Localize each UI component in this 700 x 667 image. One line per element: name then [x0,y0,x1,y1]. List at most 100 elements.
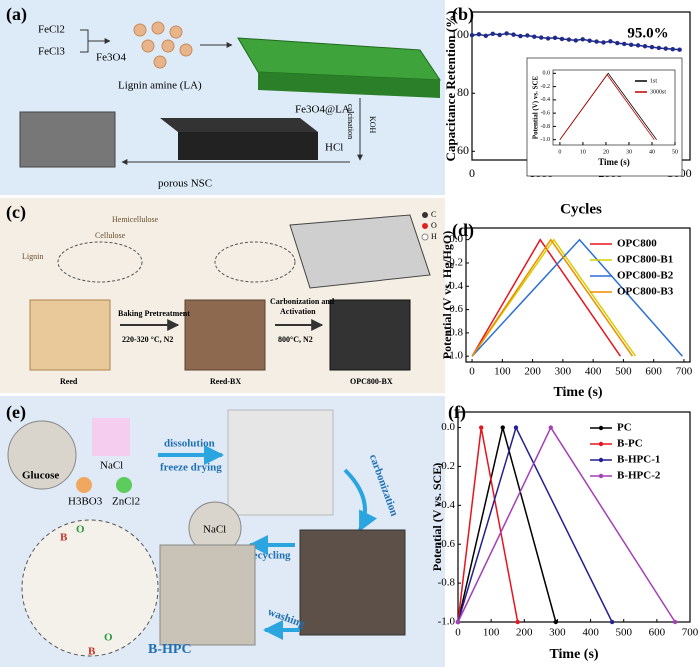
reed-block [329,299,411,371]
x-tick-label: 400 [585,366,602,378]
legend-label: OPC800 [617,238,657,250]
marker [548,425,553,430]
y-tick-label: 0.0 [449,233,463,245]
step: 800°C, N2 [278,335,313,344]
marker [490,31,495,36]
marker [553,619,558,625]
plot-frame [552,69,676,146]
marker [608,39,613,44]
y-tick-label: -0.2 [438,460,455,472]
x-tick-label: 10 [580,149,586,155]
legend-marker [598,473,604,479]
y-tick-label: -0.6 [438,538,456,550]
y-tick-label: -0.4 [438,499,456,511]
molecule: Lignin [22,252,43,261]
atom: B [60,532,68,544]
x-tick-label: 500 [615,627,632,639]
marker [622,41,627,47]
y-tick-label: -1.0 [541,137,551,143]
step: KOH [368,116,377,134]
marker [552,35,558,41]
cube [227,409,334,516]
marker [532,34,537,39]
marker [672,619,678,625]
panel-label: (a) [6,4,27,25]
y-tick-label: 0.0 [543,71,551,77]
arrow [80,29,110,53]
graphene [289,214,431,289]
y-tick-label: -0.2 [541,84,551,90]
y-tick-label: -0.8 [446,326,464,338]
reed-block [184,299,266,371]
legend-dot [422,212,428,218]
x-tick-label: 20 [603,149,609,155]
y-tick-label: -0.8 [438,577,456,589]
step: dissolution [164,438,215,450]
atom: O [104,632,113,644]
series-line [471,238,637,357]
step: Carbonization and [270,297,335,306]
stage: Reed-BX [210,377,241,386]
stage: Reed [60,377,78,386]
marker [476,32,482,37]
panel-label: (c) [6,202,26,223]
y-tick-label: 80 [457,85,469,99]
reagent: FeCl3 [38,46,65,58]
zoom [21,519,159,657]
marker [677,47,682,52]
y-tick-label: -0.8 [541,124,551,130]
step: recycling [248,550,291,562]
plot-frame [465,227,691,363]
x-tick-label: 40 [649,149,655,155]
cube [299,529,406,636]
nacl-cube [92,418,130,456]
cage-front [178,132,318,160]
product: Fe3O4 [96,52,126,64]
x-tick-label: 0 [455,627,461,639]
marker [580,37,585,42]
x-tick-label: 500 [615,366,632,378]
slab-side [258,72,440,98]
y-tick-label: -1.0 [446,350,464,362]
marker [525,33,530,38]
marker [559,36,565,42]
reagent: ZnCl2 [112,496,140,508]
composite: Fe3O4@LA [295,104,350,116]
legend-marker [598,441,604,447]
reagent: FeCl2 [38,24,65,36]
marker [635,43,641,48]
marker [518,33,523,39]
x-tick-label: 200 [516,627,533,639]
marker [500,425,505,430]
marker [545,36,551,41]
marker [504,31,509,36]
step: calcination [346,104,355,139]
zoom [57,241,143,283]
legend-marker [598,457,604,463]
panel-label: (b) [452,4,474,25]
x-tick-label: 400 [582,627,599,639]
y-tick-label: 0.0 [441,421,455,433]
x-tick-label: 700 [682,627,699,639]
legend-label: B-PC [617,438,643,450]
marker [609,619,615,625]
panel-a: (a) FeCl2 FeCl3 Fe3O4 Lignin amine (LA) … [0,0,445,195]
product: B-HPC [148,642,192,657]
x-tick-label: 300 [549,627,566,639]
y-axis-label: Potential (V vs. SCE) [430,463,444,571]
marker [513,425,519,430]
plot-frame [457,411,691,623]
legend-dot [422,223,428,229]
y-tick-label: 100 [451,27,469,41]
atom: O [76,524,85,536]
panel-label: (f) [448,402,466,423]
reed-block [29,299,111,371]
x-tick-label: 100 [494,366,511,378]
panel-e: (e) Glucose NaCl H3BO3 ZnCl2 dissolution… [0,396,445,667]
marker [587,38,592,43]
x-tick-label: 200 [524,366,541,378]
marker [483,33,489,38]
series-line [471,238,622,357]
sphere [76,477,92,493]
legend-label: OPC800-B3 [617,286,674,298]
